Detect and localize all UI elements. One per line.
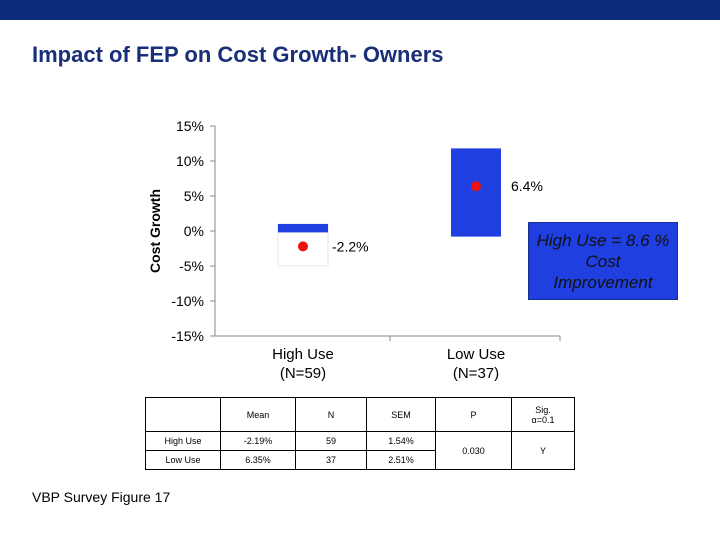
table-row: Low Use 6.35% 37 2.51%: [145, 450, 575, 470]
figure-caption: VBP Survey Figure 17: [32, 489, 171, 505]
low-use-mean-dot: [471, 181, 481, 192]
header-mean: Mean: [220, 397, 296, 432]
x-category-label: High Use: [272, 346, 334, 363]
x-category-label: Low Use: [447, 346, 505, 363]
top-banner: [0, 0, 720, 20]
table-empty: [512, 470, 575, 518]
x-category-label: (N=37): [453, 365, 499, 382]
y-tick-label: 15%: [176, 118, 204, 134]
page-title: Impact of FEP on Cost Growth- Owners: [32, 42, 444, 67]
row-n: 59: [295, 431, 367, 451]
stats-table: Mean N SEM P Sig. α=0.1 High Use -2.19% …: [145, 397, 575, 518]
header-sig-line-1: Sig.: [535, 404, 551, 415]
table-row: High Use -2.19% 59 1.54% 0.030 Y: [145, 431, 575, 470]
table-empty: [367, 470, 436, 518]
row-mean: -2.19%: [220, 431, 296, 451]
row-n: 37: [295, 450, 367, 470]
y-tick-label: 10%: [176, 153, 204, 169]
y-tick-label: -10%: [171, 293, 204, 309]
callout-line-1: High Use = 8.6 %: [536, 230, 670, 250]
table-empty: [296, 470, 367, 518]
table-corner-cell: [145, 397, 221, 432]
row-label: Low Use: [145, 450, 221, 470]
header-sig: Sig. α=0.1: [511, 397, 575, 432]
cost-growth-chart: 15% 10% 5% 0% -5% -10% -15% Cost Growth -2.2% 6.4…: [147, 118, 561, 382]
x-category-label: (N=59): [280, 365, 326, 382]
header-sem: SEM: [366, 397, 436, 432]
header-n: N: [295, 397, 367, 432]
row-sem: 2.51%: [366, 450, 436, 470]
y-tick-label: -5%: [179, 258, 204, 274]
high-use-mean-label: -2.2%: [332, 238, 369, 254]
callout-line-3: Improvement: [553, 272, 653, 292]
row-label: High Use: [145, 431, 221, 451]
low-use-bar: [451, 148, 501, 237]
low-use-mean-label: 6.4%: [511, 178, 543, 194]
row-sem: 1.54%: [366, 431, 436, 451]
table-empty: [221, 470, 296, 518]
y-tick-label: -15%: [171, 328, 204, 344]
header-sig-line-2: α=0.1: [531, 414, 555, 425]
high-use-mean-dot: [298, 241, 308, 252]
y-axis-title: Cost Growth: [147, 189, 163, 273]
header-p: P: [435, 397, 512, 432]
y-tick-label: 0%: [184, 223, 204, 239]
row-mean: 6.35%: [220, 450, 296, 470]
callout-line-2: Cost: [585, 251, 621, 271]
table-empty: [436, 470, 512, 518]
y-tick-label: 5%: [184, 188, 204, 204]
p-value: 0.030: [435, 431, 512, 470]
improvement-callout: High Use = 8.6 % Cost Improvement: [528, 222, 678, 300]
sig-value: Y: [511, 431, 575, 470]
high-use-bar: [278, 224, 328, 233]
